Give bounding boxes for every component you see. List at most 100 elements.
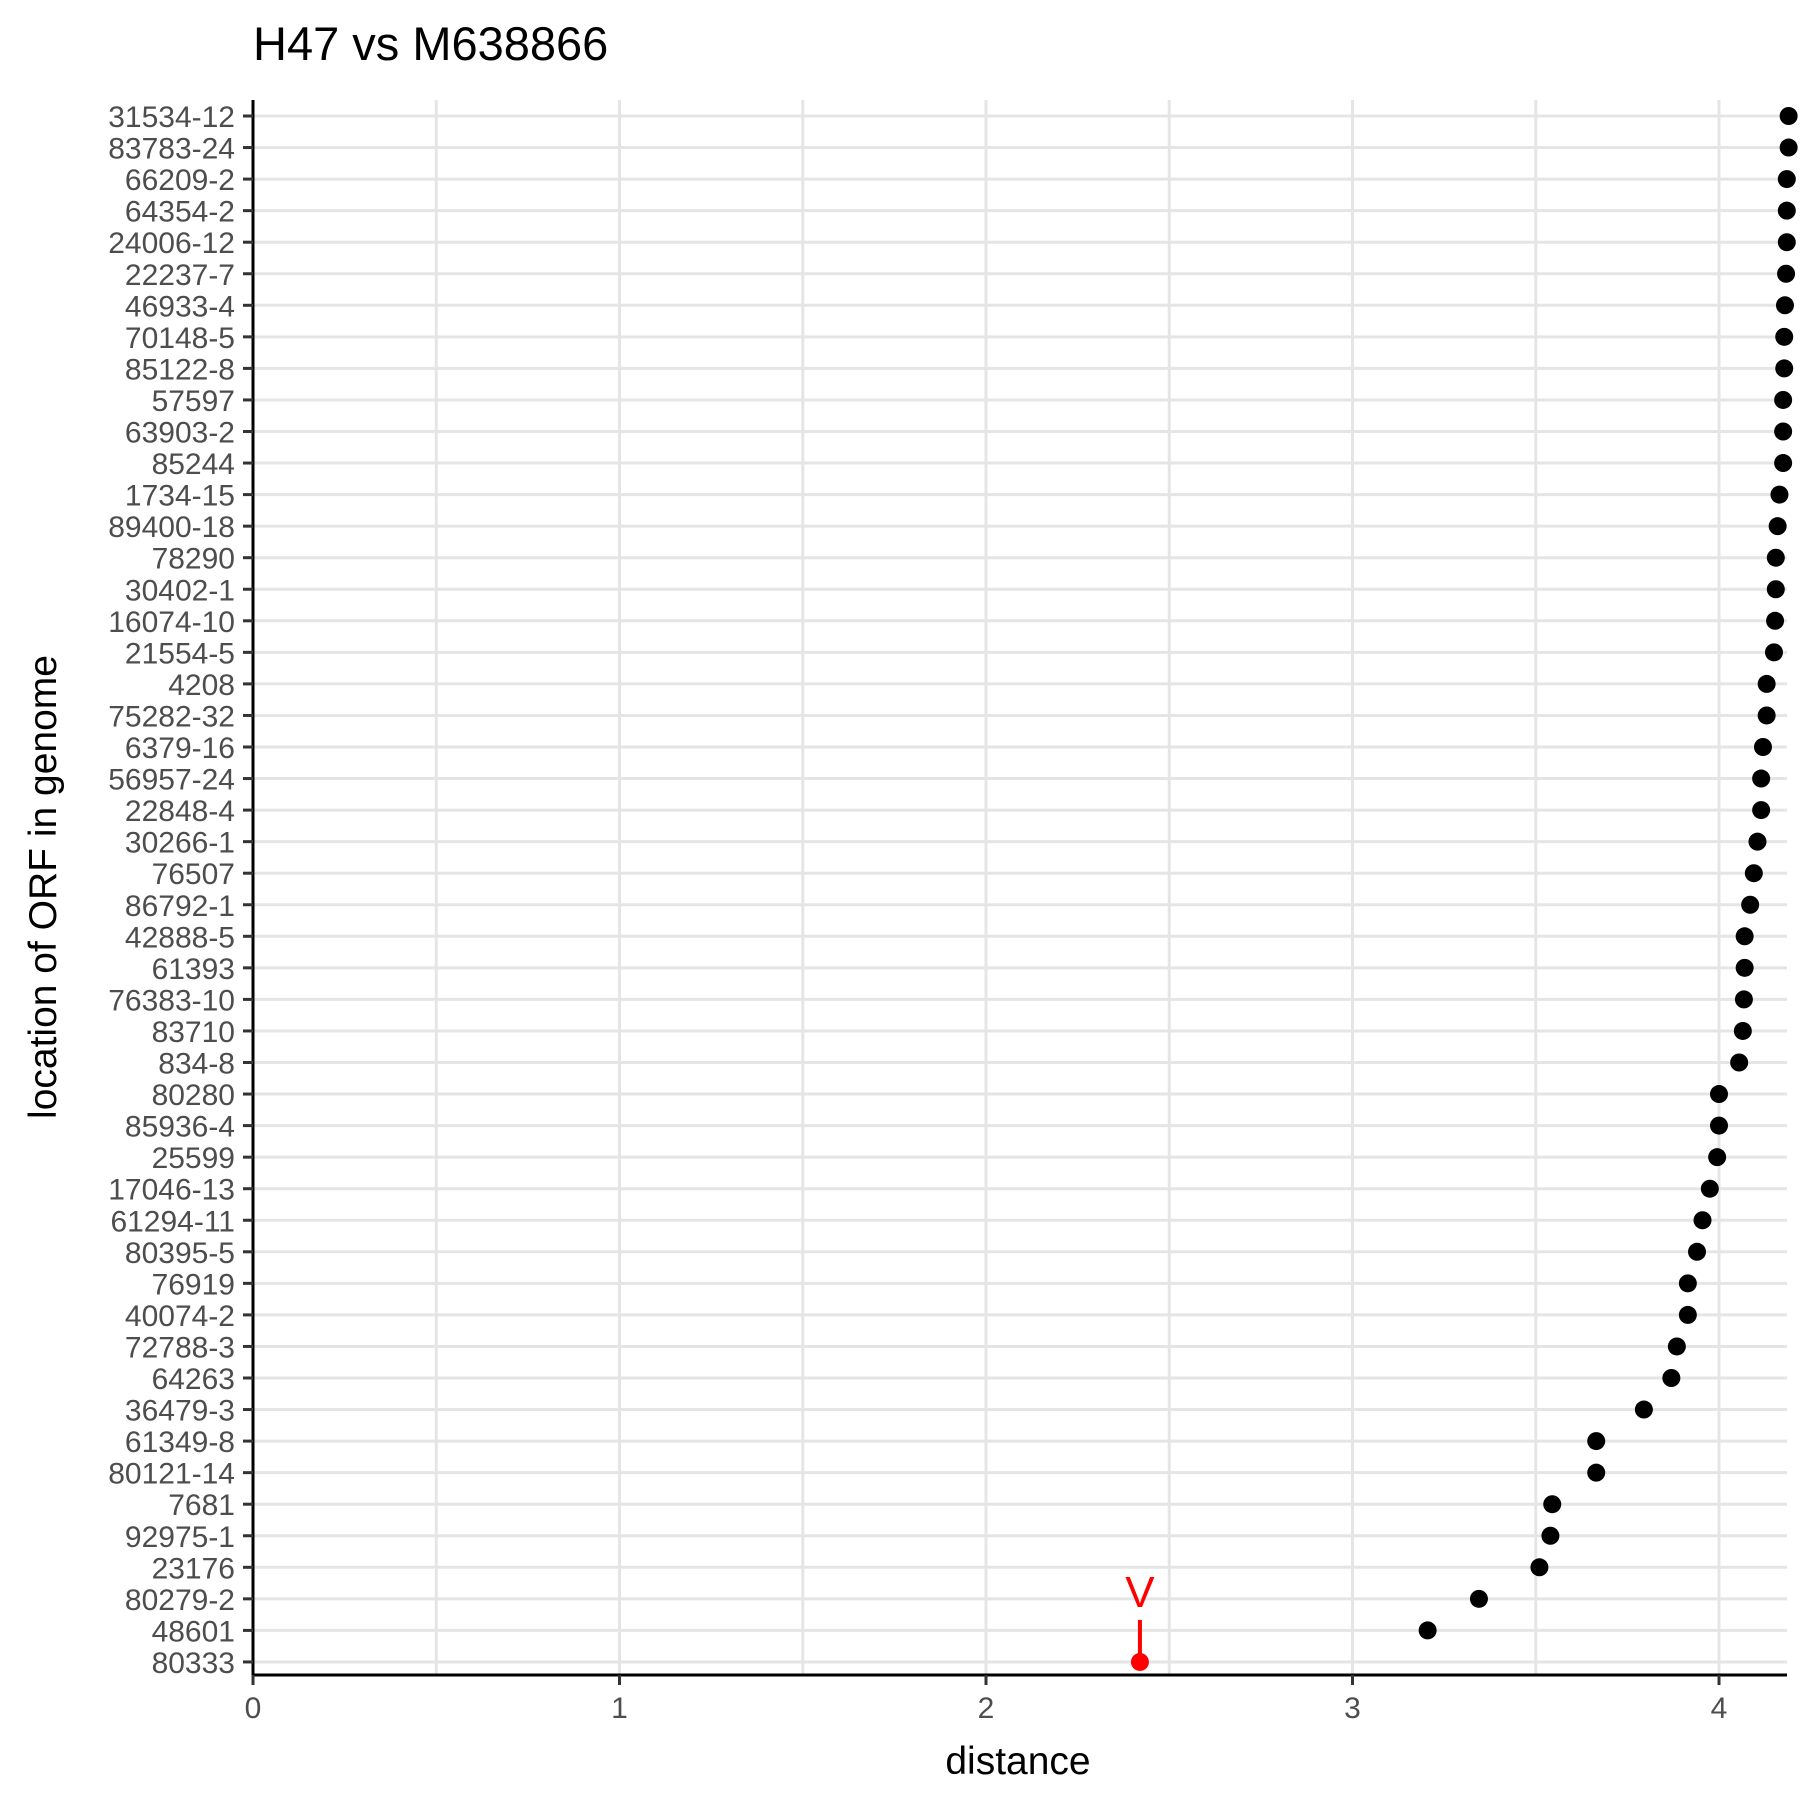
- y-tick-label: 92975-1: [125, 1521, 235, 1554]
- data-point: [1774, 422, 1793, 441]
- y-tick-label: 63903-2: [125, 417, 235, 450]
- y-tick-label: 72788-3: [125, 1331, 235, 1364]
- y-tick-label: 85122-8: [125, 353, 235, 386]
- data-point: [1735, 927, 1754, 946]
- y-tick-label: 30266-1: [125, 827, 235, 860]
- highlighted-point: [1130, 1652, 1149, 1671]
- y-tick-label: 85936-4: [125, 1111, 235, 1144]
- data-point: [1741, 895, 1760, 914]
- data-point: [1708, 1148, 1727, 1167]
- data-point: [1730, 1053, 1749, 1072]
- data-point: [1733, 1021, 1752, 1040]
- data-point: [1774, 454, 1793, 473]
- data-point: [1634, 1400, 1653, 1419]
- x-tick-label: 3: [1344, 1692, 1361, 1725]
- chart-title: H47 vs M638866: [253, 17, 608, 70]
- y-axis-title: location of ORF in genome: [22, 655, 65, 1119]
- x-axis-title: distance: [945, 1740, 1090, 1783]
- data-point: [1530, 1558, 1549, 1577]
- y-tick-label: 21554-5: [125, 637, 235, 670]
- data-point: [1693, 1211, 1712, 1230]
- y-tick-label: 22237-7: [125, 259, 235, 292]
- y-tick-label: 76507: [152, 858, 235, 891]
- data-point: [1777, 264, 1796, 283]
- y-tick-label: 16074-10: [108, 606, 235, 639]
- data-point: [1777, 201, 1796, 220]
- y-tick-label: 23176: [152, 1552, 235, 1585]
- data-point: [1777, 233, 1796, 252]
- y-tick-label: 86792-1: [125, 890, 235, 923]
- y-tick-label: 6379-16: [125, 732, 235, 765]
- y-tick-label: 48601: [152, 1615, 235, 1648]
- y-tick-label: 80280: [152, 1079, 235, 1112]
- y-tick-label: 85244: [152, 448, 235, 481]
- y-tick-label: 64354-2: [125, 196, 235, 229]
- data-point: [1752, 769, 1771, 788]
- y-tick-label: 22848-4: [125, 795, 235, 828]
- y-tick-label: 66209-2: [125, 164, 235, 197]
- data-point: [1735, 958, 1754, 977]
- data-point: [1748, 832, 1767, 851]
- data-point: [1775, 327, 1794, 346]
- data-point: [1766, 580, 1785, 599]
- data-point: [1770, 485, 1789, 504]
- y-tick-label: 83710: [152, 1016, 235, 1049]
- data-point: [1779, 107, 1798, 125]
- y-tick-label: 70148-5: [125, 322, 235, 355]
- y-tick-label: 1734-15: [125, 480, 235, 513]
- y-tick-label: 17046-13: [108, 1174, 235, 1207]
- highlight-marker-label: V: [1125, 1568, 1155, 1617]
- x-tick-label: 2: [978, 1692, 995, 1725]
- data-point: [1779, 138, 1798, 157]
- y-tick-label: 80333: [152, 1647, 235, 1680]
- y-tick-label: 42888-5: [125, 921, 235, 954]
- data-point: [1744, 864, 1763, 883]
- data-point: [1774, 390, 1793, 409]
- data-point: [1768, 517, 1787, 536]
- data-point: [1662, 1369, 1681, 1387]
- data-point: [1710, 1116, 1728, 1135]
- data-point: [1757, 674, 1776, 693]
- y-tick-label: 61393: [152, 953, 235, 986]
- y-tick-label: 4208: [168, 669, 235, 702]
- y-tick-label: 56957-24: [108, 764, 235, 797]
- y-tick-label: 61349-8: [125, 1426, 235, 1459]
- data-point: [1688, 1242, 1707, 1261]
- data-point: [1541, 1526, 1560, 1545]
- y-tick-label: 80279-2: [125, 1584, 235, 1617]
- data-point: [1678, 1305, 1697, 1324]
- y-tick-label: 36479-3: [125, 1395, 235, 1428]
- data-point: [1757, 706, 1776, 725]
- x-tick-label: 1: [611, 1692, 628, 1725]
- data-point: [1543, 1495, 1562, 1514]
- data-point: [1775, 359, 1794, 378]
- y-tick-label: 40074-2: [125, 1300, 235, 1333]
- data-point: [1777, 170, 1796, 189]
- data-point: [1587, 1463, 1606, 1482]
- y-tick-label: 57597: [152, 385, 235, 418]
- y-tick-label: 64263: [152, 1363, 235, 1396]
- y-tick-label: 80121-14: [108, 1458, 235, 1491]
- y-tick-label: 75282-32: [108, 700, 235, 733]
- data-point: [1764, 643, 1783, 662]
- y-tick-label: 24006-12: [108, 227, 235, 260]
- data-point: [1678, 1274, 1697, 1293]
- y-tick-label: 89400-18: [108, 511, 235, 544]
- data-point: [1753, 738, 1772, 756]
- axes: [243, 100, 1787, 1685]
- data-point: [1418, 1621, 1437, 1640]
- y-tick-label: 25599: [152, 1142, 235, 1175]
- y-tick-label: 31534-12: [108, 101, 235, 134]
- y-tick-label: 76919: [152, 1268, 235, 1301]
- data-point: [1734, 990, 1753, 1009]
- y-tick-label: 30402-1: [125, 574, 235, 607]
- data-point: [1667, 1337, 1686, 1356]
- x-tick-label: 4: [1711, 1692, 1728, 1725]
- y-tick-label: 61294-11: [110, 1205, 235, 1238]
- data-point: [1775, 296, 1794, 315]
- y-tick-label: 46933-4: [125, 290, 235, 323]
- data-point: [1700, 1179, 1719, 1198]
- data-point: [1710, 1085, 1728, 1104]
- y-tick-label: 76383-10: [108, 984, 235, 1017]
